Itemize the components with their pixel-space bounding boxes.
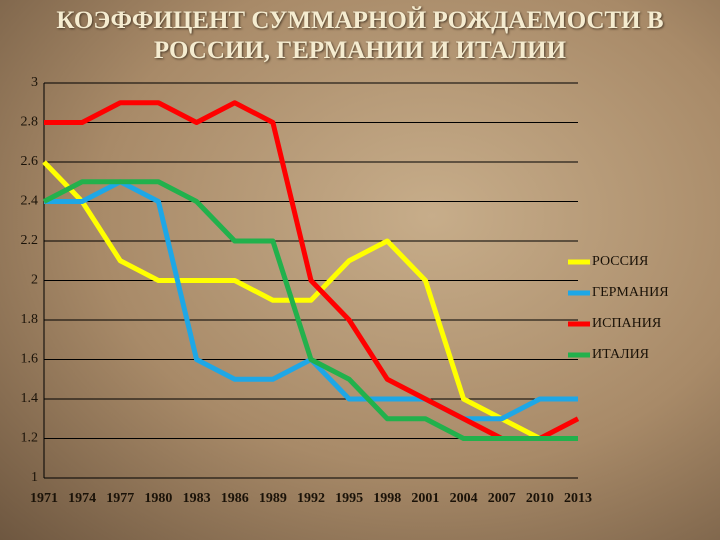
x-tick-label: 2001 xyxy=(411,491,439,506)
x-tick-label: 1992 xyxy=(297,491,325,506)
x-tick-label: 2013 xyxy=(564,491,592,506)
series-line xyxy=(44,100,580,441)
y-tick-label: 2.2 xyxy=(21,233,39,248)
y-tick-label: 1 xyxy=(31,470,38,485)
series-line xyxy=(42,160,578,441)
x-tick-label: 1989 xyxy=(259,491,287,506)
y-tick-label: 1.4 xyxy=(21,391,39,406)
y-tick-label: 1.8 xyxy=(21,312,39,327)
legend-label: РОССИЯ xyxy=(592,254,648,269)
y-tick-label: 2 xyxy=(31,273,38,288)
x-tick-label: 1995 xyxy=(335,491,363,506)
y-tick-label: 1.2 xyxy=(21,431,39,446)
legend-label: ГЕРМАНИЯ xyxy=(592,285,669,300)
x-tick-label: 1977 xyxy=(106,491,134,506)
x-tick-label: 2010 xyxy=(526,491,554,506)
x-tick-label: 1998 xyxy=(373,491,401,506)
series-line xyxy=(42,179,578,441)
legend-label: ИТАЛИЯ xyxy=(592,347,649,362)
x-tick-label: 2007 xyxy=(488,491,516,506)
x-tick-label: 2004 xyxy=(450,491,478,506)
legend-label: ИСПАНИЯ xyxy=(592,316,661,331)
chart-title: КОЭФФИЦЕНТ СУММАРНОЙ РОЖДАЕМОСТИ В РОССИ… xyxy=(56,7,664,64)
y-tick-label: 2.8 xyxy=(21,115,39,130)
y-tick-label: 3 xyxy=(31,75,38,90)
x-tick-label: 1980 xyxy=(144,491,172,506)
x-tick-label: 1986 xyxy=(221,491,249,506)
x-tick-label: 1983 xyxy=(183,491,211,506)
y-tick-label: 2.4 xyxy=(21,194,39,209)
y-tick-label: 2.6 xyxy=(21,154,39,169)
x-tick-label: 1971 xyxy=(30,491,58,506)
x-tick-label: 1974 xyxy=(68,491,96,506)
y-tick-label: 1.6 xyxy=(21,352,39,367)
